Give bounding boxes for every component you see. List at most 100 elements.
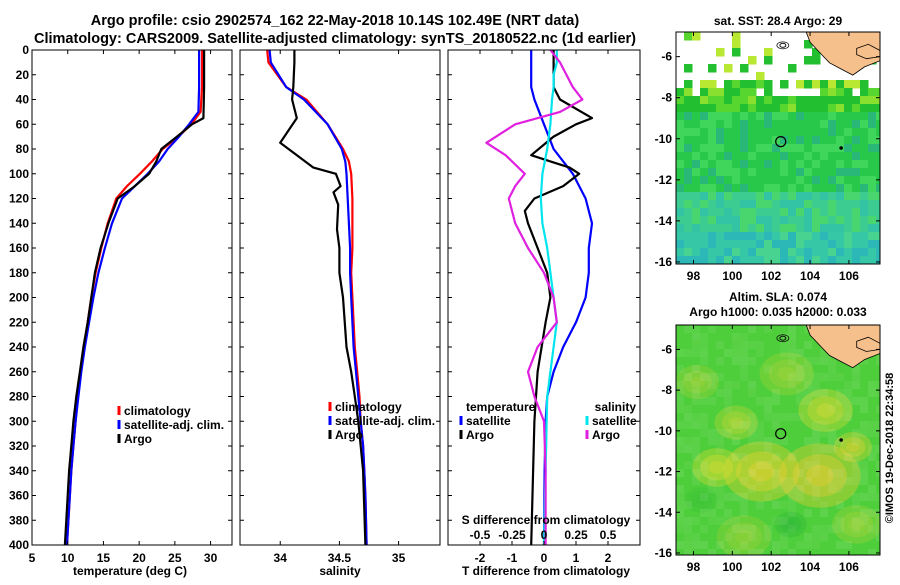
sst-cell <box>796 112 805 121</box>
sla-cell <box>812 461 820 469</box>
land-island <box>856 336 880 352</box>
sst-cell <box>732 200 741 209</box>
y-tick-label: 140 <box>9 216 29 230</box>
sla-cell <box>836 477 844 485</box>
sla-cell <box>684 421 692 429</box>
sla-cell <box>852 493 860 501</box>
sla-cell <box>868 389 876 397</box>
sst-cell <box>812 192 821 201</box>
sst-cell <box>852 144 861 153</box>
sla-cell <box>692 325 700 333</box>
sst-cell <box>764 192 773 201</box>
y-tick-label: 220 <box>9 315 29 329</box>
sst-cell <box>844 200 853 209</box>
sst-cell <box>828 96 837 105</box>
sst-cell <box>780 240 789 249</box>
legend-label-s-satellite: satellite <box>592 414 637 428</box>
sst-cell <box>732 232 741 241</box>
sla-cell <box>836 501 844 509</box>
sst-cell <box>732 144 741 153</box>
sst-cell <box>740 176 749 185</box>
sst-cell <box>788 136 797 145</box>
sla-cell <box>836 525 844 533</box>
sla-cell <box>692 381 700 389</box>
sst-cell <box>844 224 853 233</box>
sst-cell <box>868 96 877 105</box>
sla-cell <box>724 533 732 541</box>
series-line-s-argo <box>485 50 584 545</box>
sst-cell <box>780 208 789 217</box>
sst-cell <box>764 80 773 89</box>
legend-label-t-satellite: satellite <box>466 414 511 428</box>
sla-cell <box>860 461 868 469</box>
sla-cell <box>868 445 876 453</box>
x-tick-label: 106 <box>839 560 859 574</box>
sst-cell <box>700 200 709 209</box>
legend-label-satellite: satellite-adj. clim. <box>335 414 435 428</box>
sst-cell <box>740 208 749 217</box>
sla-cell <box>692 349 700 357</box>
sst-cell <box>676 256 685 264</box>
sst-cell <box>764 168 773 177</box>
sst-cell <box>804 200 813 209</box>
sla-blob <box>676 364 720 400</box>
sst-cell <box>796 240 805 249</box>
sst-cell <box>676 224 685 233</box>
series-line-satellite-adj-clim- <box>268 50 368 545</box>
sst-cell <box>764 160 773 169</box>
sla-cell <box>684 413 692 421</box>
sla-cell <box>852 501 860 509</box>
sla-cell <box>676 381 684 389</box>
sla-cell <box>692 365 700 373</box>
sst-cell <box>804 256 813 264</box>
sst-cell <box>740 120 749 129</box>
sla-cell <box>852 525 860 533</box>
sst-cell <box>684 208 693 217</box>
sla-cell <box>676 405 684 413</box>
temperature-axes-frame <box>31 49 233 546</box>
sst-cell <box>740 96 749 105</box>
sla-cell <box>836 517 844 525</box>
sla-cell <box>788 525 796 533</box>
sst-cell <box>804 104 813 113</box>
y-tick-label: 300 <box>9 414 29 428</box>
sst-cell <box>812 56 821 65</box>
sla-cell <box>708 397 716 405</box>
sst-cell <box>876 240 880 249</box>
sst-cell <box>860 88 869 97</box>
sla-cell <box>876 381 880 389</box>
sst-cell <box>676 232 685 241</box>
sst-cell <box>820 200 829 209</box>
sla-cell <box>692 469 700 477</box>
x-tick-label: 0 <box>541 551 548 565</box>
sst-cell <box>876 120 880 129</box>
sst-cell <box>828 168 837 177</box>
sla-blob <box>690 376 705 388</box>
sla-cell <box>692 413 700 421</box>
sla-blob <box>840 511 874 538</box>
y-tick-label: -12 <box>655 173 673 187</box>
salinity-xlabel: salinity <box>319 564 361 578</box>
sla-cell <box>780 437 788 445</box>
sst-cell <box>860 160 869 169</box>
sst-cell <box>740 216 749 225</box>
sla-cell <box>772 453 780 461</box>
x-tick-label: 102 <box>761 269 781 283</box>
sst-cell <box>860 136 869 145</box>
series-line-argo <box>279 50 367 545</box>
sst-cell <box>820 120 829 129</box>
sla-cell <box>772 469 780 477</box>
sla-cell <box>700 525 708 533</box>
sst-cell <box>716 168 725 177</box>
sst-cell <box>804 144 813 153</box>
sst-cell <box>764 96 773 105</box>
sst-cell <box>852 232 861 241</box>
sst-cell <box>716 216 725 225</box>
sla-cell <box>756 429 764 437</box>
sla-cell <box>724 517 732 525</box>
sla-cell <box>748 389 756 397</box>
x2-tick-label: -0.5 <box>470 528 491 542</box>
sst-cell <box>772 192 781 201</box>
sst-cell <box>812 136 821 145</box>
sst-cell <box>732 216 741 225</box>
